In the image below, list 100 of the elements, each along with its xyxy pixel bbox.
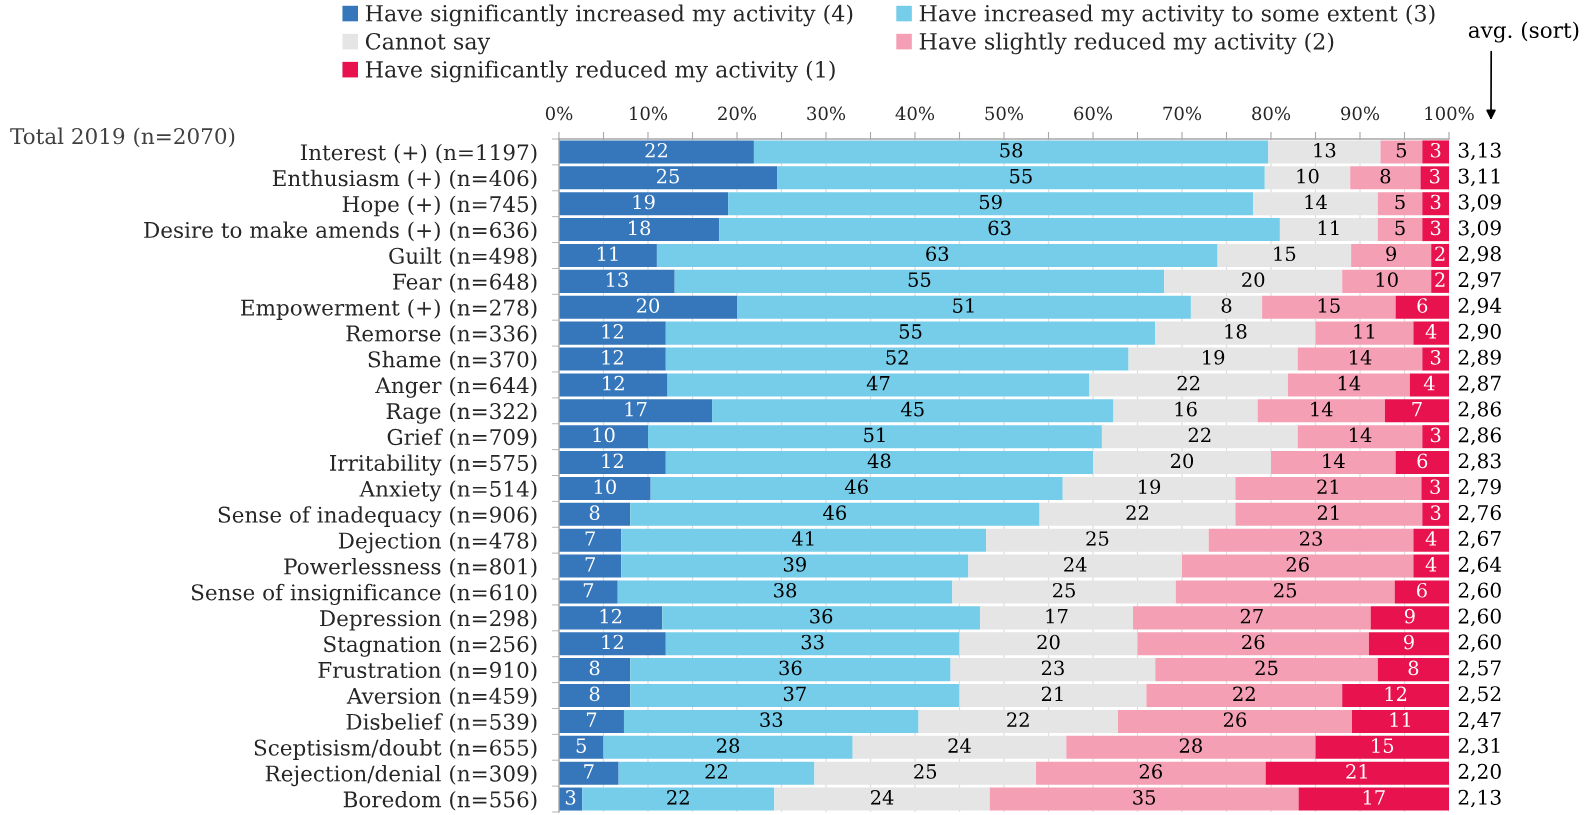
data-label: 12: [602, 349, 623, 365]
data-label: 14: [1350, 349, 1372, 365]
bar: [559, 580, 618, 604]
legend-label: Have increased my activity to some extent (3): [919, 4, 1435, 27]
x-tick-label: 30%: [807, 106, 846, 121]
bar: [1235, 476, 1422, 500]
data-label: 24: [948, 738, 971, 753]
bar: [1208, 528, 1414, 552]
data-label: 4: [1425, 531, 1437, 546]
data-label: 27: [1240, 608, 1263, 624]
bar: [1315, 735, 1449, 759]
bar: [1413, 554, 1449, 578]
data-label: 12: [602, 324, 623, 339]
bar: [989, 787, 1299, 811]
bar: [648, 425, 1102, 449]
bar: [617, 580, 953, 604]
text: 2,83: [1458, 453, 1501, 471]
data-label: 46: [844, 479, 868, 495]
data-label: 12: [602, 634, 623, 650]
y-tick-label: Grief (n=709): [387, 428, 537, 449]
y-tick-label: Guilt (n=498): [389, 247, 537, 268]
data-label: 48: [867, 453, 891, 469]
y-tick-label: Disbelief (n=539): [346, 713, 537, 733]
bar: [1384, 399, 1449, 423]
data-label: 3: [1430, 505, 1441, 520]
bar: [559, 321, 666, 345]
bar: [603, 735, 853, 759]
data-label: 24: [1064, 557, 1087, 572]
data-label: 15: [1274, 246, 1296, 262]
bar: [618, 761, 815, 785]
y-tick-label: Enthusiasm (+) (n=406): [272, 169, 537, 190]
text: 2,86: [1458, 401, 1501, 420]
data-label: 2: [1435, 246, 1445, 261]
bar: [1297, 347, 1423, 371]
data-label: 13: [1314, 142, 1336, 158]
y-tick-label: Irritability (n=575): [330, 454, 537, 476]
data-label: 22: [1233, 686, 1255, 701]
bar: [1377, 658, 1449, 682]
bar: [665, 451, 1093, 475]
y-tick-label: Anger (n=644): [375, 376, 537, 398]
y-tick-label: Boredom (n=556): [343, 790, 537, 811]
data-label: 55: [1010, 169, 1032, 184]
bar: [1265, 761, 1449, 785]
x-tick-label: 70%: [1163, 106, 1202, 121]
text: Total 2019 (n=2070): [10, 127, 235, 148]
bar: [650, 476, 1063, 500]
bar: [1342, 269, 1432, 293]
y-tick-label: Aversion (n=459): [346, 687, 537, 708]
data-label: 6: [1417, 453, 1428, 469]
text: 2,57: [1458, 660, 1501, 678]
data-label: 19: [1139, 479, 1161, 495]
bar: [1133, 606, 1371, 630]
data-label: 33: [760, 712, 783, 728]
text: 2,60: [1458, 582, 1501, 601]
x-tick-label: 100%: [1425, 106, 1474, 121]
bar: [737, 295, 1191, 319]
data-label: 52: [886, 349, 908, 365]
data-label: 25: [1255, 660, 1278, 676]
data-label: 15: [1372, 738, 1394, 753]
bar: [1413, 528, 1449, 552]
bar: [1380, 140, 1423, 164]
data-label: 9: [1403, 634, 1414, 650]
y-tick-label: Hope (+) (n=745): [342, 195, 537, 217]
y-tick-label: Rejection/denial (n=309): [265, 764, 537, 787]
bar: [728, 192, 1254, 216]
data-label: 7: [583, 583, 594, 598]
legend-label: Have significantly reduced my activity (1): [365, 60, 835, 83]
bar: [1298, 787, 1449, 811]
data-label: 23: [1300, 531, 1322, 546]
data-label: 8: [1221, 298, 1232, 313]
bar: [1137, 632, 1369, 656]
data-label: 26: [1242, 634, 1265, 650]
bar: [559, 632, 666, 656]
x-tick-label: 90%: [1341, 106, 1380, 121]
data-label: 28: [717, 738, 740, 753]
bar: [1377, 218, 1423, 242]
bar: [665, 347, 1129, 371]
data-label: 3: [1430, 220, 1441, 236]
data-label: 8: [589, 660, 600, 676]
y-tick-label: Frustration (n=910): [318, 661, 537, 682]
bar: [559, 554, 622, 578]
data-label: 20: [1037, 634, 1060, 650]
data-label: 14: [1305, 194, 1327, 210]
data-label: 9: [1404, 608, 1415, 624]
legend-label: Have significantly increased my activity (4): [365, 4, 853, 27]
data-label: 8: [589, 505, 600, 520]
data-label: 63: [926, 246, 949, 262]
data-label: 21: [1317, 479, 1339, 494]
data-label: 3: [1430, 142, 1441, 158]
bar: [674, 269, 1165, 293]
data-label: 22: [667, 789, 689, 805]
bar: [1395, 451, 1449, 475]
text: 3,11: [1458, 168, 1500, 187]
bar: [1036, 761, 1266, 785]
legend-label: Have slightly reduced my activity (2): [919, 32, 1334, 55]
bar: [559, 684, 631, 708]
text: 2,64: [1458, 556, 1502, 575]
data-label: 8: [1380, 168, 1391, 184]
data-label: 38: [774, 582, 797, 598]
data-label: 16: [1175, 401, 1197, 417]
